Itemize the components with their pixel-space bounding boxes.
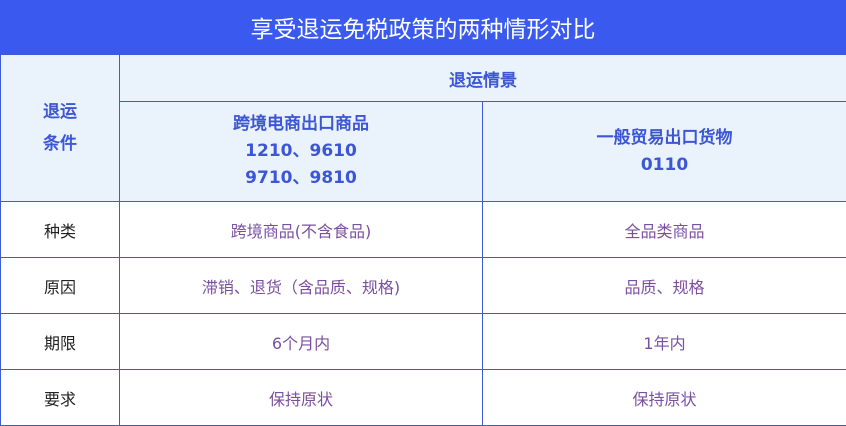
comparison-table: 退运 条件 退运情景 跨境电商出口商品 1210、9610 9710、9810 … xyxy=(0,54,846,426)
column-header-general-trade: 一般贸易出口货物 0110 xyxy=(482,101,846,202)
header-line: 9710、9810 xyxy=(245,168,357,188)
condition-header: 退运 条件 xyxy=(0,54,120,202)
header-line: 1210、9610 xyxy=(245,141,357,161)
table-title: 享受退运免税政策的两种情形对比 xyxy=(0,0,846,54)
row-label: 要求 xyxy=(0,369,120,426)
condition-header-line: 退运 xyxy=(43,102,77,122)
header-line: 跨境电商出口商品 xyxy=(233,114,369,134)
condition-header-line: 条件 xyxy=(43,134,77,154)
cell: 保持原状 xyxy=(119,369,483,426)
row-label: 期限 xyxy=(0,313,120,370)
cell: 跨境商品(不含食品) xyxy=(119,201,483,258)
column-header-cross-border: 跨境电商出口商品 1210、9610 9710、9810 xyxy=(119,101,483,202)
row-label: 种类 xyxy=(0,201,120,258)
table-row: 种类 跨境商品(不含食品) 全品类商品 xyxy=(0,201,846,258)
cell: 1年内 xyxy=(482,313,846,370)
header-line: 一般贸易出口货物 xyxy=(596,127,733,148)
table-row: 原因 滞销、退货（含品质、规格) 品质、规格 xyxy=(0,257,846,314)
cell: 6个月内 xyxy=(119,313,483,370)
cell: 滞销、退货（含品质、规格) xyxy=(119,257,483,314)
table-row: 要求 保持原状 保持原状 xyxy=(0,369,846,426)
cell: 全品类商品 xyxy=(482,201,846,258)
scenario-header: 退运情景 xyxy=(119,54,846,102)
row-label: 原因 xyxy=(0,257,120,314)
table-row: 期限 6个月内 1年内 xyxy=(0,313,846,370)
header-line: 0110 xyxy=(640,154,689,175)
cell: 保持原状 xyxy=(482,369,846,426)
cell: 品质、规格 xyxy=(482,257,846,314)
